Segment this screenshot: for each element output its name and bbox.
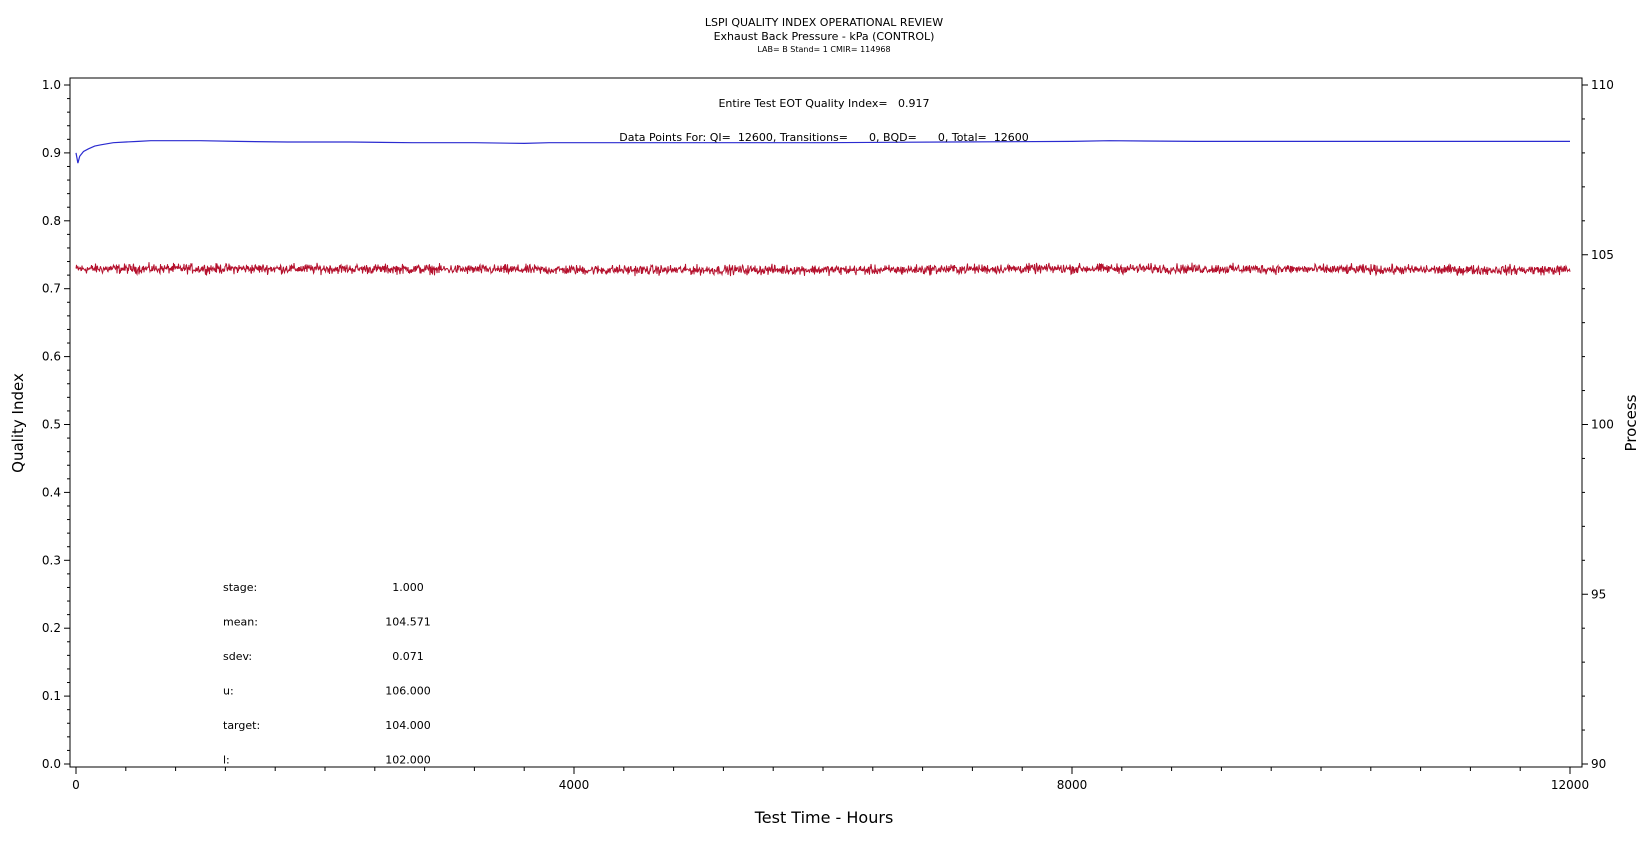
stat-value: 102.000 xyxy=(385,754,431,767)
stat-label: target: xyxy=(223,719,260,732)
y-tick-label: 1.0 xyxy=(42,78,61,92)
y-tick-label: 0.5 xyxy=(42,418,61,432)
x-tick-label: 8000 xyxy=(1057,778,1088,792)
x-tick-label: 4000 xyxy=(559,778,590,792)
stat-label: sdev: xyxy=(223,650,252,663)
plot-frame xyxy=(69,77,1583,768)
y-tick-label: 0.1 xyxy=(42,689,61,703)
y-axis-left: 0.0 0.1 0.2 0.3 0.4 0.5 0.6 0.7 0.8 0.9 1.0 xyxy=(42,78,70,771)
stat-value: 104.000 xyxy=(385,719,431,732)
chart-subtitle: Exhaust Back Pressure - kPa (CONTROL) xyxy=(714,30,935,43)
stat-label: u: xyxy=(223,685,234,698)
stats-block: stage: 1.000 mean: 104.571 sdev: 0.071 u: 106.0… xyxy=(223,581,431,767)
stat-value: 106.000 xyxy=(385,685,431,698)
data-points-annotation: Data Points For: QI= 12600, Transitions=… xyxy=(619,131,1028,144)
stat-value: 1.000 xyxy=(392,581,424,594)
eot-quality-index-annotation: Entire Test EOT Quality Index= 0.917 xyxy=(718,97,929,110)
y2-tick-label: 95 xyxy=(1591,587,1606,601)
y2-tick-label: 105 xyxy=(1591,248,1614,262)
y-tick-label: 0.0 xyxy=(42,757,61,771)
y-axis-label: Quality Index xyxy=(9,373,27,473)
quality-index-series-line xyxy=(75,140,1570,164)
y2-axis-label: Process xyxy=(1622,394,1640,451)
chart-subtitle-lab: LAB= B Stand= 1 CMIR= 114968 xyxy=(757,45,890,54)
y-tick-label: 0.8 xyxy=(42,214,61,228)
stat-value: 104.571 xyxy=(385,616,431,629)
y2-tick-label: 100 xyxy=(1591,418,1614,432)
stat-label: l: xyxy=(223,754,230,767)
stat-label: stage: xyxy=(223,581,257,594)
y-tick-label: 0.9 xyxy=(42,146,61,160)
y-tick-label: 0.2 xyxy=(42,621,61,635)
y2-tick-label: 90 xyxy=(1591,757,1606,771)
x-tick-label: 12000 xyxy=(1551,778,1589,792)
series-layer xyxy=(75,140,1571,277)
x-axis-label: Test Time - Hours xyxy=(754,808,894,827)
y-tick-label: 0.7 xyxy=(42,282,61,296)
x-axis: 0 4000 8000 12000 xyxy=(72,767,1589,792)
stat-value: 0.071 xyxy=(392,650,424,663)
y-axis-right: 90 95 100 105 110 xyxy=(1582,78,1614,771)
y-tick-label: 0.6 xyxy=(42,350,61,364)
chart-title: LSPI QUALITY INDEX OPERATIONAL REVIEW xyxy=(705,16,943,29)
y-tick-label: 0.4 xyxy=(42,485,61,499)
y2-tick-label: 110 xyxy=(1591,78,1614,92)
x-tick-label: 0 xyxy=(72,778,80,792)
stat-label: mean: xyxy=(223,616,258,629)
process-series-line xyxy=(75,262,1571,277)
y-tick-label: 0.3 xyxy=(42,553,61,567)
